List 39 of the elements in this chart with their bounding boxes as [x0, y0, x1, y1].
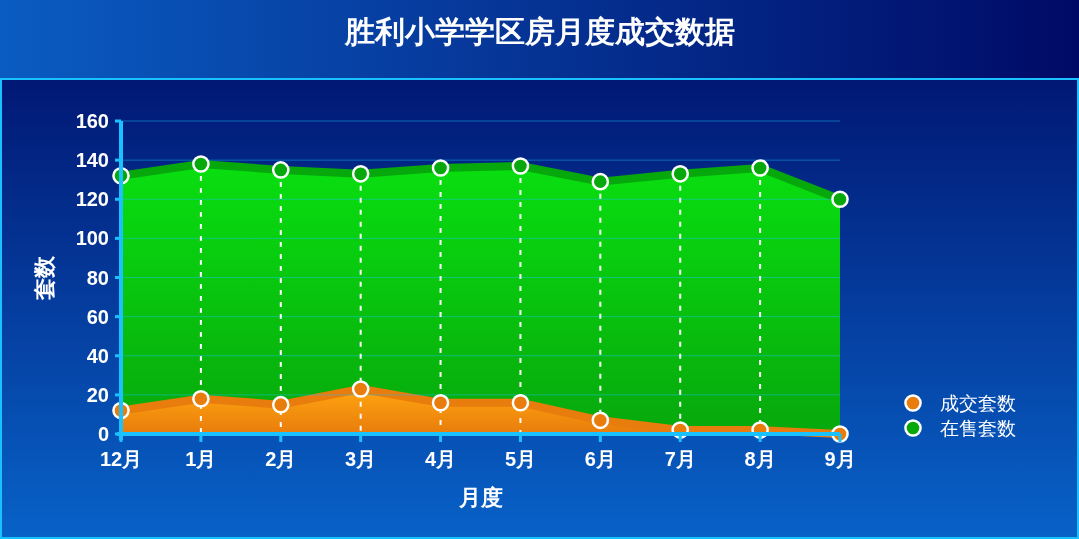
y-tick-label: 80 — [86, 266, 109, 289]
x-tick-label: 6月 — [584, 448, 616, 470]
x-tick-label: 8月 — [744, 448, 776, 470]
x-tick-label: 7月 — [664, 448, 696, 470]
point — [192, 155, 210, 173]
point — [511, 393, 530, 412]
point — [271, 161, 290, 179]
legend-label: 成交套数 — [940, 392, 1016, 414]
y-tick-label: 140 — [75, 149, 109, 172]
x-tick-label: 12月 — [99, 448, 143, 470]
point — [671, 165, 690, 183]
x-tick-label: 5月 — [504, 448, 537, 470]
point — [271, 395, 290, 414]
point — [831, 190, 849, 209]
chart-title: 胜利小学学区房月度成交数据 — [343, 15, 735, 48]
point — [192, 389, 210, 408]
point — [431, 393, 450, 412]
point — [591, 172, 610, 191]
point — [751, 159, 769, 177]
point — [431, 159, 450, 177]
point — [591, 411, 610, 430]
x-axis-title: 月度 — [457, 485, 503, 510]
x-tick-label: 2月 — [265, 448, 297, 470]
y-tick-label: 20 — [86, 383, 109, 406]
point — [351, 380, 370, 398]
y-tick-label: 160 — [75, 110, 109, 132]
legend-label: 在售套数 — [940, 417, 1016, 439]
y-tick-label: 40 — [86, 344, 109, 367]
x-tick-label: 1月 — [185, 448, 217, 470]
x-tick-label: 3月 — [345, 448, 377, 470]
y-tick-label: 60 — [86, 305, 109, 328]
point — [511, 157, 530, 175]
y-tick-label: 0 — [97, 423, 109, 445]
x-tick-label: 4月 — [424, 448, 457, 470]
point — [351, 165, 370, 183]
y-tick-label: 120 — [75, 188, 109, 211]
x-tick-label: 9月 — [824, 448, 856, 470]
y-axis-title: 套数 — [32, 254, 57, 301]
y-tick-label: 100 — [75, 227, 109, 250]
